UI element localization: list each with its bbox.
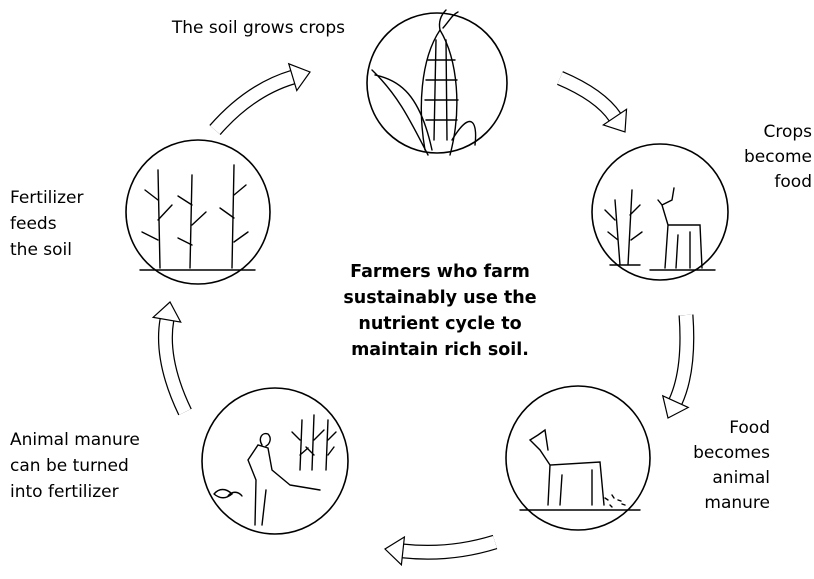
arrow-head <box>385 537 404 565</box>
node-label: can be turned <box>10 456 129 476</box>
center-text: Farmers who farm <box>350 262 530 282</box>
cycle-arrow <box>153 302 185 412</box>
cycle-arrow <box>663 315 688 418</box>
node-label: animal <box>712 468 770 488</box>
arrow-fill <box>675 315 686 402</box>
illustration-corn <box>367 10 507 155</box>
illustration-goat-manure <box>506 386 650 530</box>
node-label: Fertilizer <box>10 188 84 208</box>
node-label: manure <box>704 493 770 513</box>
center-text: maintain rich soil. <box>351 340 529 360</box>
center-text: sustainably use the <box>343 288 536 308</box>
node-label: feeds <box>10 214 57 234</box>
arrow-fill <box>403 542 495 552</box>
nutrient-cycle-diagram: The soil grows crops Crops become food Food b… <box>0 0 814 579</box>
node-label: become <box>744 147 812 167</box>
cycle-arrow <box>560 78 627 132</box>
center-text: nutrient cycle to <box>358 314 521 334</box>
node-label: food <box>774 172 812 192</box>
illustration-person-spreading <box>202 388 348 534</box>
node-label: into fertilizer <box>10 482 119 502</box>
node-label: Animal manure <box>10 430 140 450</box>
node-label: Food <box>729 418 770 438</box>
node-label: becomes <box>693 443 770 463</box>
illustration-plants <box>126 140 270 284</box>
cycle-arrow <box>385 537 495 565</box>
node-label: Crops <box>763 122 812 142</box>
illustration-goat-eating <box>592 144 728 280</box>
cycle-arrow <box>215 64 310 130</box>
arrow-head <box>153 302 181 322</box>
node-label: The soil grows crops <box>171 18 345 38</box>
node-label: the soil <box>10 240 72 260</box>
